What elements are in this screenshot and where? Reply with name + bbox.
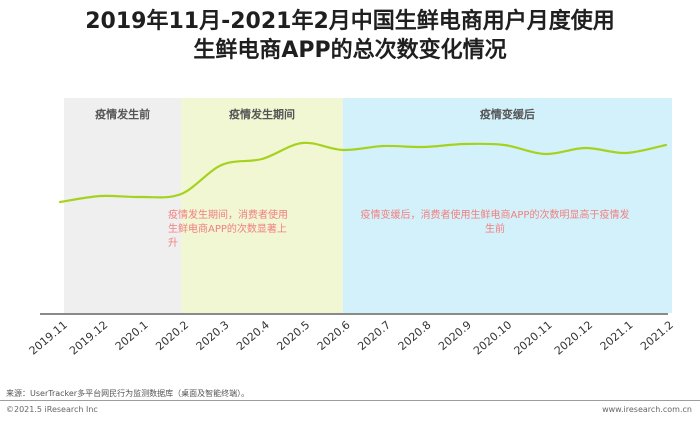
phase-panel (64, 98, 182, 313)
x-tick-label: 2021.2 (638, 318, 676, 353)
footer-divider (0, 400, 700, 401)
x-tick-label: 2020.5 (274, 318, 312, 353)
x-tick-label: 2020.11 (512, 318, 555, 357)
x-tick-label: 2020.4 (234, 318, 272, 353)
annotation-text: 疫情变缓后，消费者使用生鲜电商APP的次数明显高于疫情发 (361, 208, 630, 221)
annotation-text: 生鲜电商APP的次数显著上 (168, 222, 287, 235)
series-line (58, 141, 668, 204)
phase-label: 疫情发生前 (95, 107, 150, 121)
x-tick-label: 2020.12 (552, 318, 595, 357)
source-note: 来源：UserTracker多平台网民行为监测数据库（桌面及智能终端）。 (6, 389, 250, 398)
x-tick-label: 2020.7 (355, 318, 393, 353)
phase-panel (342, 98, 672, 313)
website-text: www.iresearch.com.cn (602, 405, 692, 414)
annotation-text: 疫情发生期间，消费者使用 (168, 208, 288, 221)
chart-title-line1: 2019年11月-2021年2月中国生鲜电商用户月度使用 (85, 9, 615, 34)
x-tick-label: 2020.1 (113, 318, 151, 353)
x-tick-label: 2019.12 (67, 318, 110, 357)
x-tick-label: 2019.11 (27, 318, 70, 357)
phase-label: 疫情变缓后 (480, 107, 535, 121)
x-tick-label: 2021.1 (598, 318, 636, 353)
chart-title-line2: 生鲜电商APP的总次数变化情况 (193, 38, 507, 63)
x-tick-label: 2020.6 (315, 318, 353, 353)
x-tick-label: 2020.2 (153, 318, 191, 353)
x-tick-label: 2020.10 (471, 318, 514, 357)
annotation-text: 升 (168, 237, 178, 249)
x-tick-label: 2020.3 (194, 318, 232, 353)
phase-panel (181, 98, 343, 313)
copyright-text: ©2021.5 iResearch Inc (6, 405, 98, 414)
x-tick-label: 2020.9 (436, 318, 474, 353)
annotation-text: 生前 (485, 222, 505, 235)
x-tick-label: 2020.8 (396, 318, 434, 353)
phase-label: 疫情发生期间 (229, 107, 295, 121)
